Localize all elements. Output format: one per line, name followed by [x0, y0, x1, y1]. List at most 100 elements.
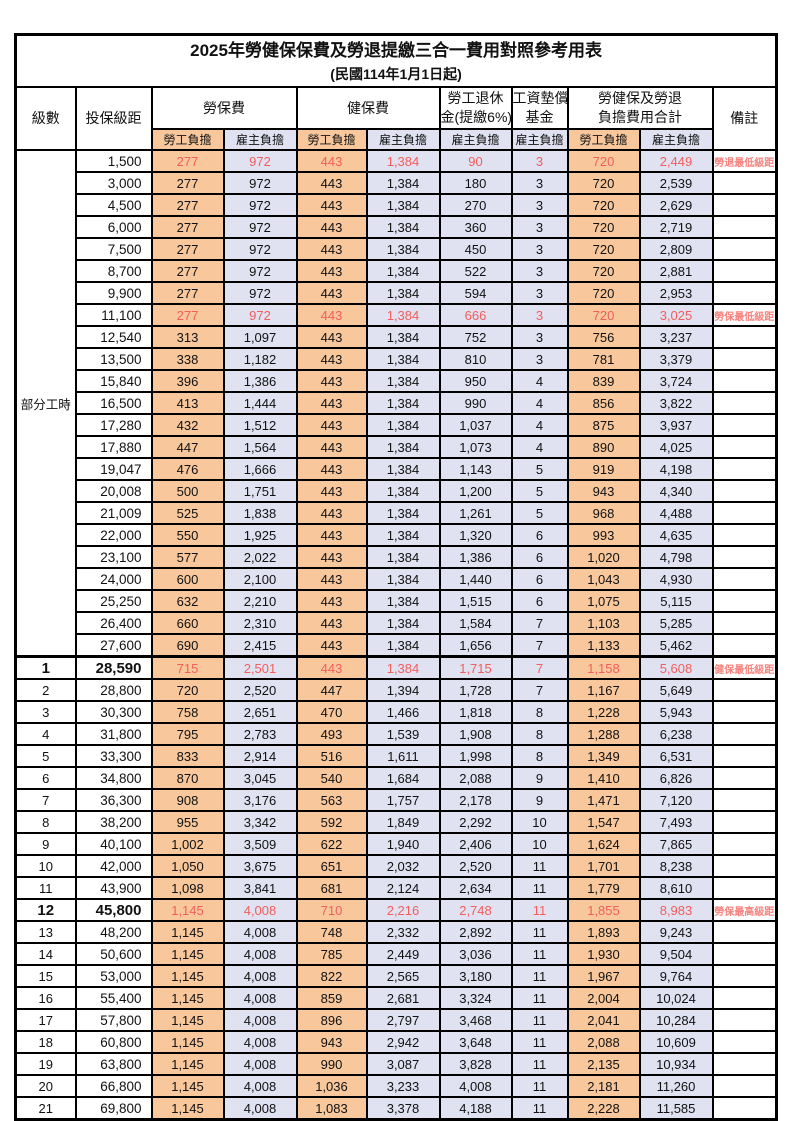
table-row: 1 28,590 715 2,501 443 1,384 1,715 7 1,158 5,608 健…	[14, 655, 778, 680]
fee-value-cell: 4	[510, 391, 569, 415]
fee-value-cell: 6,238	[638, 722, 714, 746]
fee-value-cell: 651	[295, 854, 368, 878]
bracket-cell: 16,500	[74, 391, 153, 415]
fee-value-cell: 785	[295, 942, 368, 966]
fee-value-cell: 1,103	[566, 611, 641, 635]
fee-value-cell: 715	[150, 655, 225, 680]
fee-value-cell: 4,008	[222, 1096, 298, 1121]
fee-value-cell: 2,124	[365, 876, 441, 900]
fee-value-cell: 3,342	[222, 810, 298, 834]
fee-value-cell: 972	[222, 149, 298, 173]
fee-value-cell: 1,384	[365, 611, 441, 635]
fee-value-cell: 2,088	[566, 1030, 641, 1054]
table-row: 20 66,800 1,145 4,008 1,036 3,233 4,008 11 2,181…	[14, 1074, 778, 1098]
fee-value-cell: 600	[150, 567, 225, 591]
bracket-cell: 48,200	[74, 920, 153, 944]
bracket-cell: 69,800	[74, 1096, 153, 1121]
table-row: 3 30,300 758 2,651 470 1,466 1,818 8 1,228 5,943	[14, 700, 778, 724]
fee-value-cell: 3,025	[638, 303, 714, 327]
bracket-cell: 20,008	[74, 479, 153, 503]
fee-value-cell: 1,261	[438, 501, 513, 525]
fee-value-cell: 7	[510, 611, 569, 635]
fee-value-cell: 8,983	[638, 898, 714, 922]
bracket-cell: 34,800	[74, 766, 153, 790]
fee-value-cell: 443	[295, 215, 368, 239]
fee-value-cell: 1,384	[365, 281, 441, 305]
fee-value-cell: 1,384	[365, 303, 441, 327]
bracket-cell: 26,400	[74, 611, 153, 635]
table-row: 8,700 277 972 443 1,384 522 3 720 2,881	[16, 259, 778, 283]
bracket-cell: 4,500	[74, 193, 153, 217]
fee-value-cell: 1,564	[222, 435, 298, 459]
fee-value-cell: 972	[222, 171, 298, 195]
fee-value-cell: 2,565	[365, 964, 441, 988]
remark-cell	[711, 1008, 778, 1032]
fee-value-cell: 1,145	[150, 1074, 225, 1098]
table-row: 16,500 413 1,444 443 1,384 990 4 856 3,822	[16, 391, 778, 415]
title-row: 2025年勞健保保費及勞退提繳三合一費用對照參考用表 (民國114年1月1日起)	[14, 33, 778, 88]
fee-value-cell: 622	[295, 832, 368, 856]
table-body: 部分工時 1,500 277 972 443 1,384 90 3 720 2,449 勞退最低級距…	[14, 149, 778, 1121]
fee-value-cell: 1,145	[150, 1052, 225, 1076]
fee-value-cell: 1,384	[365, 193, 441, 217]
fee-value-cell: 443	[295, 281, 368, 305]
remark-cell	[711, 678, 778, 702]
remark-cell	[711, 1052, 778, 1076]
table-row: 14 50,600 1,145 4,008 785 2,449 3,036 11 1,930 9,…	[14, 942, 778, 966]
fee-value-cell: 1,145	[150, 942, 225, 966]
fee-value-cell: 720	[566, 237, 641, 261]
fee-value-cell: 6,826	[638, 766, 714, 790]
table-row: 17 57,800 1,145 4,008 896 2,797 3,468 11 2,041 10…	[14, 1008, 778, 1032]
fee-value-cell: 1,145	[150, 986, 225, 1010]
fee-value-cell: 955	[150, 810, 225, 834]
fee-value-cell: 833	[150, 744, 225, 768]
fee-value-cell: 1,384	[365, 589, 441, 613]
level-cell: 16	[14, 986, 77, 1010]
fee-value-cell: 4,488	[638, 501, 714, 525]
fee-value-cell: 1,684	[365, 766, 441, 790]
fee-value-cell: 856	[566, 391, 641, 415]
fee-value-cell: 1,515	[438, 589, 513, 613]
fee-value-cell: 8,238	[638, 854, 714, 878]
fee-value-cell: 3,324	[438, 986, 513, 1010]
remark-cell: 健保最低級距	[711, 655, 778, 680]
fee-value-cell: 11	[510, 1052, 569, 1076]
fee-value-cell: 1,002	[150, 832, 225, 856]
fee-value-cell: 443	[295, 413, 368, 437]
fee-value-cell: 4,188	[438, 1096, 513, 1121]
remark-cell	[711, 766, 778, 790]
fee-value-cell: 522	[438, 259, 513, 283]
level-cell: 4	[14, 722, 77, 746]
subheader-labor-employee: 勞工負擔	[150, 128, 225, 151]
fee-value-cell: 3,378	[365, 1096, 441, 1121]
fee-value-cell: 180	[438, 171, 513, 195]
fee-value-cell: 5,649	[638, 678, 714, 702]
level-cell: 6	[14, 766, 77, 790]
col-header-level: 級數	[14, 86, 77, 151]
table-row: 21,009 525 1,838 443 1,384 1,261 5 968 4,488	[16, 501, 778, 525]
level-cell: 18	[14, 1030, 77, 1054]
fee-value-cell: 972	[222, 303, 298, 327]
table-row: 9 40,100 1,002 3,509 622 1,940 2,406 10 1,624 7,8…	[14, 832, 778, 856]
fee-value-cell: 443	[295, 479, 368, 503]
bracket-cell: 23,100	[74, 545, 153, 569]
fee-value-cell: 1,728	[438, 678, 513, 702]
table-row: 13,500 338 1,182 443 1,384 810 3 781 3,379	[16, 347, 778, 371]
fee-value-cell: 2,135	[566, 1052, 641, 1076]
fee-value-cell: 972	[222, 193, 298, 217]
fee-value-cell: 1,855	[566, 898, 641, 922]
fee-value-cell: 7,493	[638, 810, 714, 834]
fee-value-cell: 11	[510, 942, 569, 966]
table-row: 5 33,300 833 2,914 516 1,611 1,998 8 1,349 6,531	[14, 744, 778, 768]
fee-value-cell: 2,088	[438, 766, 513, 790]
table-title-block: 2025年勞健保保費及勞退提繳三合一費用對照參考用表 (民國114年1月1日起)	[14, 33, 778, 88]
bracket-cell: 15,840	[74, 369, 153, 393]
fee-value-cell: 10	[510, 810, 569, 834]
level-cell: 9	[14, 832, 77, 856]
bracket-cell: 40,100	[74, 832, 153, 856]
fee-value-cell: 2,449	[365, 942, 441, 966]
fee-value-cell: 919	[566, 457, 641, 481]
fee-value-cell: 1,384	[365, 655, 441, 680]
fee-value-cell: 1,158	[566, 655, 641, 680]
level-cell: 17	[14, 1008, 77, 1032]
